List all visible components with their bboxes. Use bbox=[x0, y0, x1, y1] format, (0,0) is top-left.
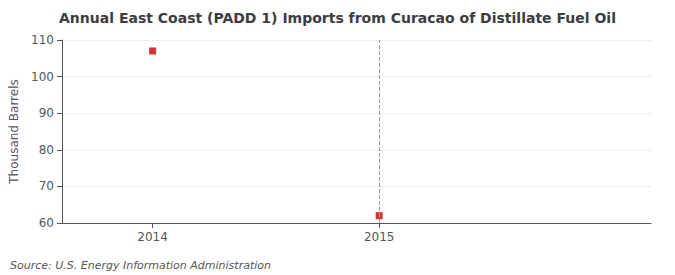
svg-text:60: 60 bbox=[39, 216, 54, 230]
svg-text:100: 100 bbox=[31, 70, 54, 84]
svg-text:2014: 2014 bbox=[137, 230, 168, 244]
svg-text:Thousand Barrels: Thousand Barrels bbox=[7, 79, 21, 184]
svg-text:2015: 2015 bbox=[364, 230, 395, 244]
svg-text:70: 70 bbox=[39, 179, 54, 193]
svg-text:110: 110 bbox=[31, 33, 54, 47]
svg-text:90: 90 bbox=[39, 106, 54, 120]
svg-text:Source: U.S. Energy Informatio: Source: U.S. Energy Information Administ… bbox=[10, 259, 271, 272]
svg-text:80: 80 bbox=[39, 143, 54, 157]
svg-text:Annual East Coast (PADD 1) Imp: Annual East Coast (PADD 1) Imports from … bbox=[59, 10, 616, 26]
